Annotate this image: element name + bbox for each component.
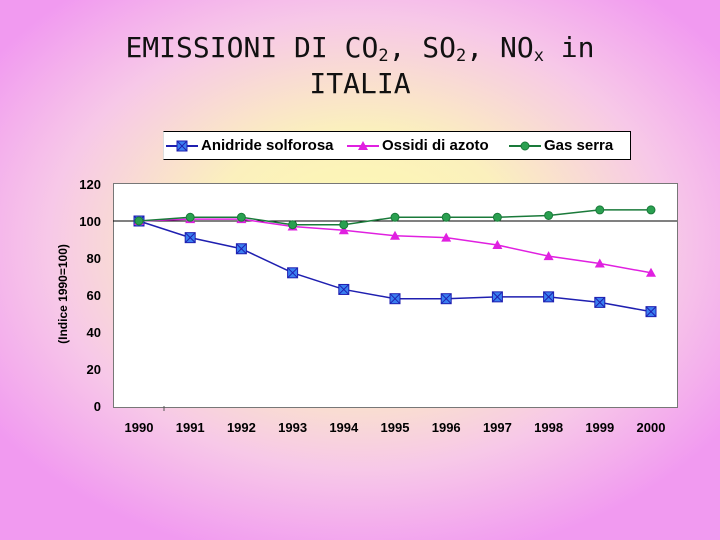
data-point-gas [646, 205, 656, 215]
data-point-gas [339, 220, 349, 230]
data-point-gas [236, 212, 246, 222]
x-tick-label: 1990 [125, 420, 154, 435]
y-axis-label: (Indice 1990=100) [56, 244, 70, 344]
legend-swatch-circle-icon [509, 141, 541, 150]
data-point-gas [595, 205, 605, 215]
data-point-gas [288, 220, 298, 230]
legend-label: Gas serra [544, 137, 614, 154]
y-tick-label: 40 [87, 325, 101, 340]
data-point-anidride [491, 291, 503, 303]
legend-item-anidride-solforosa: Anidride solforosa [166, 132, 334, 159]
x-tick-label: 1994 [329, 420, 359, 435]
data-point-anidride [389, 293, 401, 305]
legend-swatch-triangle-icon [347, 140, 379, 150]
chart-title-line1: EMISSIONI DI CO2, SO2, NOx in [125, 31, 595, 66]
data-point-ossidi [646, 267, 656, 277]
data-point-ossidi [543, 251, 554, 261]
data-point-anidride [184, 232, 196, 244]
chart-legend: Anidride solforosa Ossidi di azoto Gas s… [163, 131, 631, 160]
x-tick-label: 1995 [381, 420, 410, 435]
data-point-anidride [645, 306, 657, 318]
x-tick-label: 1996 [432, 420, 461, 435]
data-point-anidride [594, 296, 606, 308]
x-tick-label: 1993 [278, 420, 307, 435]
x-tick-label: 1992 [227, 420, 256, 435]
data-point-anidride [338, 283, 350, 295]
data-point-gas [185, 212, 195, 222]
data-point-anidride [543, 291, 555, 303]
data-point-ossidi [492, 240, 503, 250]
y-tick-label: 0 [94, 399, 101, 414]
legend-item-gas-serra: Gas serra [509, 132, 613, 159]
data-point-anidride [440, 293, 452, 305]
x-tick-label: 1991 [176, 420, 205, 435]
data-point-gas [441, 212, 451, 222]
data-point-gas [544, 210, 554, 220]
y-tick-label: 100 [79, 214, 101, 229]
series-line-2 [138, 218, 652, 274]
data-point-anidride [235, 243, 247, 255]
legend-label: Anidride solforosa [201, 137, 334, 154]
chart-title-line2: ITALIA [309, 67, 411, 100]
legend-swatch-square-icon [166, 140, 198, 151]
data-point-gas [492, 212, 502, 222]
data-point-ossidi [441, 232, 452, 242]
data-point-gas [134, 216, 144, 226]
y-tick-label: 20 [87, 362, 101, 377]
x-tick-label: 1997 [483, 420, 512, 435]
data-point-gas [390, 212, 400, 222]
legend-item-ossidi-di-azoto: Ossidi di azoto [347, 132, 489, 159]
y-tick-label: 60 [87, 288, 101, 303]
data-point-anidride [287, 267, 299, 279]
chart-title: EMISSIONI DI CO2, SO2, NOx in ITALIA [60, 30, 660, 102]
y-tick-label: 80 [87, 251, 101, 266]
x-tick-label: 1998 [534, 420, 563, 435]
x-tick-label: 2000 [637, 420, 666, 435]
legend-label: Ossidi di azoto [382, 137, 489, 154]
data-point-ossidi [594, 258, 605, 268]
y-tick-label: 120 [79, 177, 101, 192]
data-point-ossidi [338, 225, 349, 235]
x-tick-label: 1999 [585, 420, 614, 435]
data-point-ossidi [390, 230, 400, 240]
